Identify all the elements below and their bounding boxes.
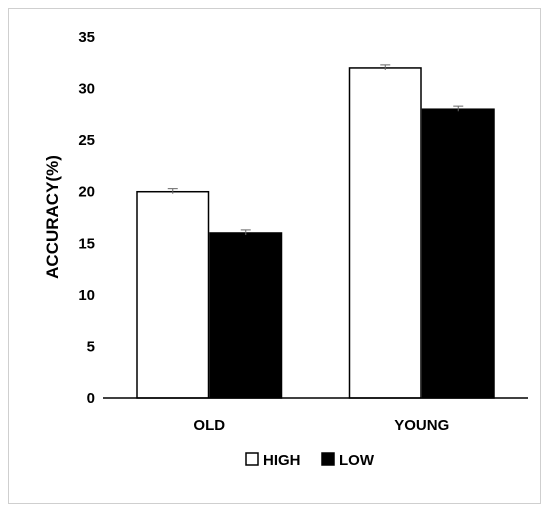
legend-swatch-high [245,452,259,466]
y-axis-title: ACCURACY(%) [43,155,62,279]
y-tick-label: 20 [78,184,95,201]
y-tick-label: 15 [78,235,95,252]
legend-label-high: HIGH [263,452,301,469]
legend-label-low: LOW [339,452,375,469]
y-tick-label: 10 [78,287,95,304]
y-tick-label: 25 [78,132,95,149]
category-label: YOUNG [394,417,449,434]
plot-area: 0 5 10 15 20 25 30 35 OLD YOUNG [78,29,528,434]
legend-swatch-low [321,452,335,466]
bar-high-young [348,67,422,399]
legend: HIGH LOW [245,452,375,469]
y-tick-label: 30 [78,81,95,98]
category-label: OLD [193,417,225,434]
y-tick-label: 0 [87,390,95,407]
bar-low-young [421,108,495,399]
y-tick-label: 5 [87,338,95,355]
bar-high-old [136,190,210,399]
bar-low-old [209,232,283,399]
y-tick-label: 35 [78,29,95,46]
